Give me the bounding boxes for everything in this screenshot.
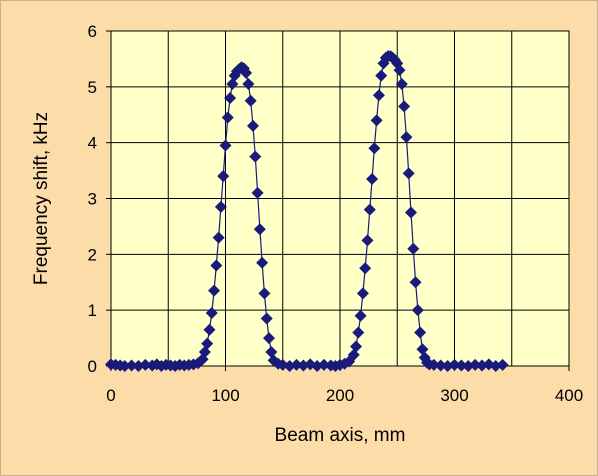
data-point bbox=[359, 262, 372, 275]
data-point bbox=[265, 346, 278, 359]
data-point bbox=[253, 223, 266, 236]
data-point bbox=[210, 259, 223, 272]
data-point bbox=[411, 304, 424, 317]
data-point bbox=[416, 343, 429, 356]
data-point bbox=[395, 78, 408, 91]
y-tick-label: 0 bbox=[88, 357, 97, 376]
data-points bbox=[105, 50, 509, 372]
data-point bbox=[363, 203, 376, 216]
grid-lines bbox=[111, 31, 569, 366]
data-point bbox=[219, 139, 232, 152]
data-point bbox=[352, 326, 365, 339]
data-point bbox=[402, 167, 415, 180]
data-point bbox=[246, 119, 259, 132]
data-point bbox=[260, 312, 273, 325]
data-point bbox=[366, 172, 379, 185]
data-point bbox=[350, 340, 363, 353]
y-tick-label: 1 bbox=[88, 301, 97, 320]
data-point bbox=[393, 64, 406, 77]
data-point bbox=[240, 66, 253, 79]
x-axis-ticks: 0 100 200 300 400 bbox=[106, 366, 583, 405]
data-point bbox=[198, 346, 211, 359]
data-point bbox=[368, 142, 381, 155]
data-point bbox=[263, 332, 276, 345]
data-point bbox=[347, 348, 360, 361]
x-tick-label: 200 bbox=[326, 386, 354, 405]
y-tick-label: 6 bbox=[88, 22, 97, 41]
data-point bbox=[201, 337, 214, 350]
y-tick-label: 2 bbox=[88, 245, 97, 264]
y-tick-label: 5 bbox=[88, 78, 97, 97]
data-point bbox=[469, 358, 482, 371]
data-point bbox=[118, 360, 131, 372]
x-tick-label: 0 bbox=[106, 386, 115, 405]
data-point bbox=[203, 323, 216, 336]
data-point bbox=[375, 69, 388, 82]
data-point bbox=[434, 359, 447, 372]
data-point bbox=[251, 186, 264, 199]
data-point bbox=[404, 206, 417, 219]
data-point bbox=[217, 170, 230, 183]
x-tick-label: 400 bbox=[555, 386, 583, 405]
data-point bbox=[290, 358, 303, 371]
data-point bbox=[370, 114, 383, 127]
data-point bbox=[224, 92, 237, 104]
data-point bbox=[361, 234, 374, 247]
data-point bbox=[407, 242, 420, 255]
data-point bbox=[409, 276, 422, 289]
data-point bbox=[208, 284, 221, 297]
data-point bbox=[448, 358, 461, 371]
data-point bbox=[221, 111, 234, 124]
data-point bbox=[139, 358, 152, 371]
y-tick-label: 3 bbox=[88, 190, 97, 209]
data-point bbox=[125, 359, 138, 372]
y-axis-title: Frequency shift, kHz bbox=[31, 112, 52, 285]
x-tick-label: 100 bbox=[211, 386, 239, 405]
data-point bbox=[414, 326, 427, 339]
data-point bbox=[214, 200, 227, 213]
data-point bbox=[205, 306, 218, 319]
data-point bbox=[242, 78, 255, 91]
data-point bbox=[212, 231, 225, 244]
data-point bbox=[317, 358, 330, 371]
data-point bbox=[244, 94, 257, 107]
data-point bbox=[226, 78, 239, 91]
y-axis-ticks: 0 1 2 3 4 5 6 bbox=[88, 22, 111, 376]
data-point bbox=[400, 131, 413, 144]
x-axis-title: Beam axis, mm bbox=[275, 425, 406, 446]
data-point bbox=[258, 287, 271, 300]
y-tick-label: 4 bbox=[88, 134, 97, 153]
data-point bbox=[256, 256, 269, 269]
data-point bbox=[496, 358, 509, 371]
data-point bbox=[249, 150, 262, 163]
data-point bbox=[455, 359, 468, 372]
data-point bbox=[427, 358, 440, 371]
data-point bbox=[354, 309, 367, 322]
data-point bbox=[398, 100, 411, 113]
x-tick-label: 300 bbox=[440, 386, 468, 405]
data-point bbox=[372, 89, 385, 102]
data-point bbox=[356, 287, 369, 300]
